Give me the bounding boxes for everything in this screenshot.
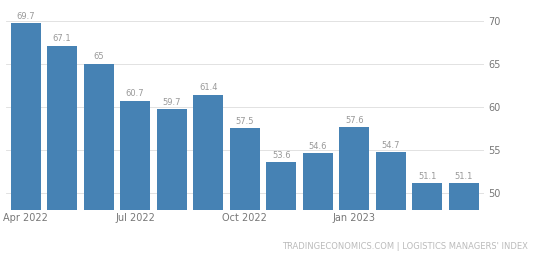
Text: 65: 65	[94, 52, 104, 61]
Bar	[266, 162, 296, 256]
Bar	[339, 127, 369, 256]
Bar	[303, 153, 333, 256]
Text: 54.6: 54.6	[309, 142, 327, 151]
Text: TRADINGECONOMICS.COM | LOGISTICS MANAGERS' INDEX: TRADINGECONOMICS.COM | LOGISTICS MANAGER…	[282, 242, 528, 251]
Bar	[376, 152, 406, 256]
Text: 61.4: 61.4	[199, 83, 217, 92]
Bar	[10, 23, 41, 256]
Text: 57.6: 57.6	[345, 116, 364, 125]
Bar	[120, 101, 150, 256]
Text: 67.1: 67.1	[53, 34, 72, 44]
Bar	[84, 64, 114, 256]
Bar	[193, 95, 223, 256]
Text: 57.5: 57.5	[235, 117, 254, 126]
Bar	[412, 183, 442, 256]
Text: 54.7: 54.7	[382, 141, 400, 150]
Bar	[47, 46, 77, 256]
Text: 53.6: 53.6	[272, 151, 290, 159]
Text: 51.1: 51.1	[418, 172, 437, 181]
Text: 51.1: 51.1	[455, 172, 473, 181]
Bar	[157, 109, 186, 256]
Text: 60.7: 60.7	[126, 90, 145, 99]
Text: 59.7: 59.7	[162, 98, 181, 107]
Bar	[449, 183, 479, 256]
Bar	[230, 128, 260, 256]
Text: 69.7: 69.7	[16, 12, 35, 21]
